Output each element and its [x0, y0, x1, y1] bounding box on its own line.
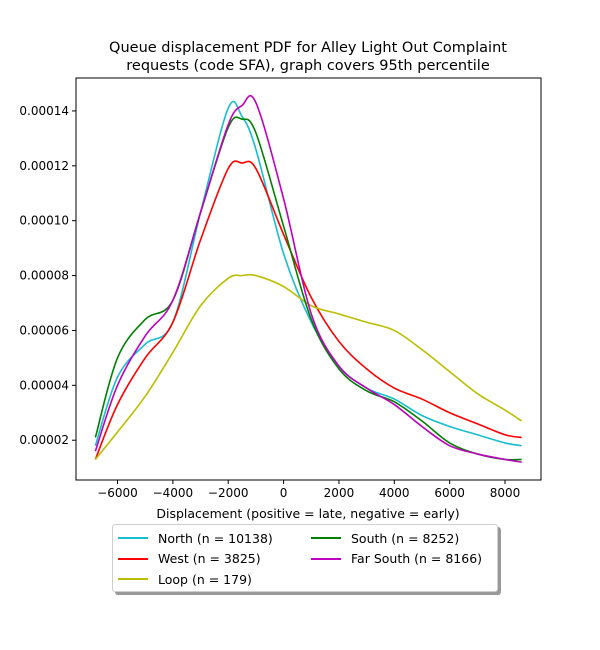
y-tick-label: 0.00010: [19, 214, 69, 228]
chart-title-line: Queue displacement PDF for Alley Light O…: [109, 40, 507, 56]
legend-item: North (n = 10138): [118, 529, 273, 547]
y-tick-label: 0.00008: [19, 269, 69, 283]
y-tick-label: 0.00014: [19, 104, 69, 118]
legend-swatch: [311, 557, 341, 560]
legend-label: West (n = 3825): [158, 551, 261, 566]
series-line-0: [94, 100, 522, 447]
series-line-3: [94, 116, 522, 461]
chart-title: Queue displacement PDF for Alley Light O…: [109, 40, 507, 74]
legend-swatch: [118, 578, 148, 580]
chart-title-line: requests (code SFA), graph covers 95th p…: [126, 58, 490, 74]
x-axis: −6000 −4000 −2000 0 2000 4000 6000 8000: [97, 480, 520, 500]
legend-swatch: [118, 537, 148, 539]
series-lines: [94, 94, 523, 463]
series-line-2: [94, 273, 523, 460]
x-tick-label: 2000: [324, 486, 355, 500]
legend-swatch: [118, 557, 148, 560]
x-tick-label: 4000: [379, 486, 410, 500]
x-tick-label: −4000: [153, 486, 194, 500]
x-tick-label: 8000: [490, 486, 521, 500]
x-tick-label: −2000: [208, 486, 249, 500]
legend-item: Loop (n = 179): [118, 570, 252, 588]
x-tick-label: 6000: [434, 486, 465, 500]
legend-item: West (n = 3825): [118, 550, 261, 568]
x-axis-label: Displacement (positive = late, negative …: [156, 506, 459, 521]
legend-label: North (n = 10138): [158, 530, 273, 546]
legend: North (n = 10138) West (n = 3825) Loop (n …: [112, 524, 498, 592]
y-tick-label: 0.00012: [19, 159, 69, 173]
legend-item: Far South (n = 8166): [311, 550, 482, 568]
legend-label: South (n = 8252): [351, 530, 460, 546]
legend-swatch: [311, 537, 341, 539]
legend-label: Far South (n = 8166): [351, 551, 483, 566]
x-tick-label: −6000: [97, 486, 138, 500]
plot-area: [75, 77, 542, 481]
series-line-4: [94, 94, 522, 463]
legend-item: South (n = 8252): [311, 529, 459, 547]
y-axis: 0.00002 0.00004 0.00006 0.00008 0.00010 0.000…: [19, 104, 76, 447]
y-tick-label: 0.00006: [19, 323, 69, 337]
x-tick-label: 0: [280, 486, 288, 500]
y-tick-label: 0.00004: [19, 378, 69, 392]
y-tick-label: 0.00002: [19, 433, 69, 447]
legend-label: Loop (n = 179): [158, 571, 252, 587]
